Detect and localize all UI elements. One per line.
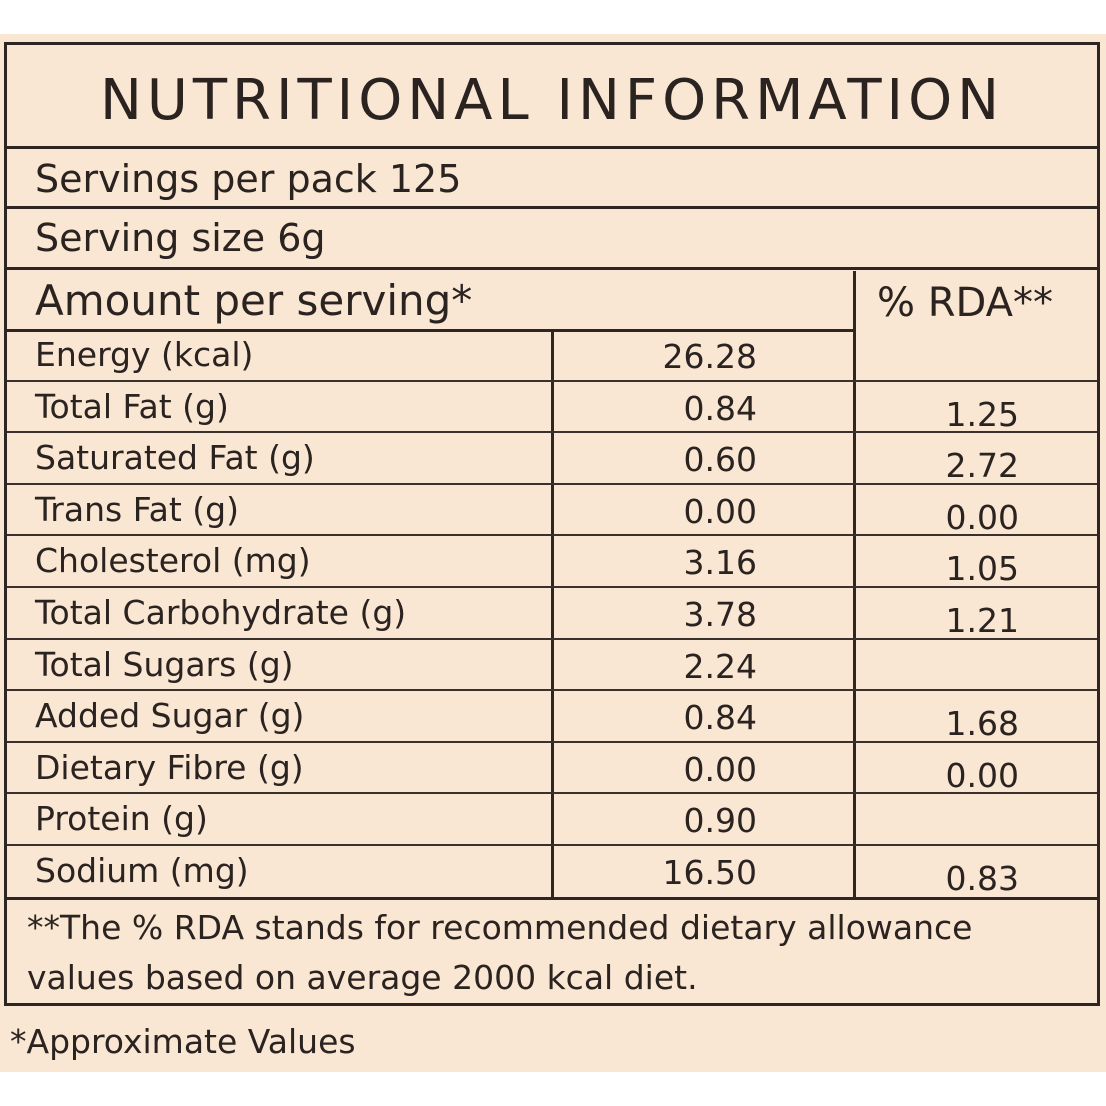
row-divider: [7, 534, 1097, 537]
nutrient-label: Total Carbohydrate (g): [35, 593, 407, 632]
serving-size: Serving size 6g: [35, 216, 326, 260]
nutrient-label: Saturated Fat (g): [35, 438, 315, 478]
nutrient-value: 0.60: [683, 440, 757, 480]
divider: [7, 267, 1097, 270]
divider: [7, 146, 1097, 149]
row-divider: [7, 586, 1097, 588]
divider: [7, 897, 1097, 900]
nutrient-label: Added Sugar (g): [35, 696, 305, 736]
row-divider: [7, 482, 1097, 485]
rda-header: % RDA**: [877, 280, 1053, 326]
nutrient-value: 0.00: [683, 491, 757, 531]
nutrient-value: 2.24: [683, 646, 757, 686]
servings-per-pack: Servings per pack 125: [35, 157, 462, 201]
nutrient-rda: 0.83: [945, 859, 1019, 898]
rda-note-line1: **The % RDA stands for recommended dieta…: [27, 908, 973, 947]
row-divider: [7, 431, 1097, 434]
nutrient-value: 0.84: [683, 388, 757, 428]
nutrient-label: Cholesterol (mg): [35, 541, 311, 581]
nutrient-rda: 1.05: [945, 549, 1019, 589]
row-divider: [7, 844, 1097, 846]
nutrient-value: 0.90: [683, 801, 757, 841]
nutrient-label: Dietary Fibre (g): [35, 747, 304, 787]
column-divider: [551, 329, 554, 897]
nutrient-label: Sodium (mg): [35, 851, 249, 890]
column-divider: [853, 271, 856, 897]
row-divider: [7, 740, 1097, 743]
row-divider: [7, 792, 1097, 795]
nutrient-rda: 0.00: [945, 497, 1019, 537]
divider: [7, 329, 853, 332]
nutrient-rda: 0.00: [945, 755, 1019, 795]
nutrient-value: 0.00: [683, 749, 757, 789]
nutrient-value: 3.16: [683, 543, 757, 583]
nutrient-label: Total Fat (g): [35, 386, 229, 426]
nutrient-label: Protein (g): [35, 799, 208, 839]
nutrient-label: Total Sugars (g): [35, 644, 294, 684]
nutrition-table: NUTRITIONAL INFORMATION Servings per pac…: [4, 42, 1100, 1006]
divider: [7, 206, 1097, 209]
rda-note-line2: values based on average 2000 kcal diet.: [27, 958, 698, 997]
row-divider: [7, 637, 1097, 640]
nutrient-value: 16.50: [662, 853, 757, 892]
nutrient-value: 26.28: [662, 337, 757, 376]
row-divider: [7, 689, 1097, 692]
amount-per-serving-header: Amount per serving*: [35, 276, 473, 325]
table-title: NUTRITIONAL INFORMATION: [99, 68, 1005, 133]
nutrient-rda: 1.25: [945, 394, 1019, 434]
nutrient-label: Trans Fat (g): [35, 489, 239, 529]
nutrient-value: 3.78: [683, 595, 757, 634]
footnote: *Approximate Values: [10, 1022, 356, 1061]
nutrient-label: Energy (kcal): [35, 335, 254, 374]
nutrient-value: 0.84: [683, 698, 757, 738]
nutrient-rda: 2.72: [945, 446, 1019, 486]
nutrient-rda: 1.68: [945, 704, 1019, 744]
row-divider: [7, 379, 1097, 382]
nutrient-rda: 1.21: [945, 601, 1019, 640]
